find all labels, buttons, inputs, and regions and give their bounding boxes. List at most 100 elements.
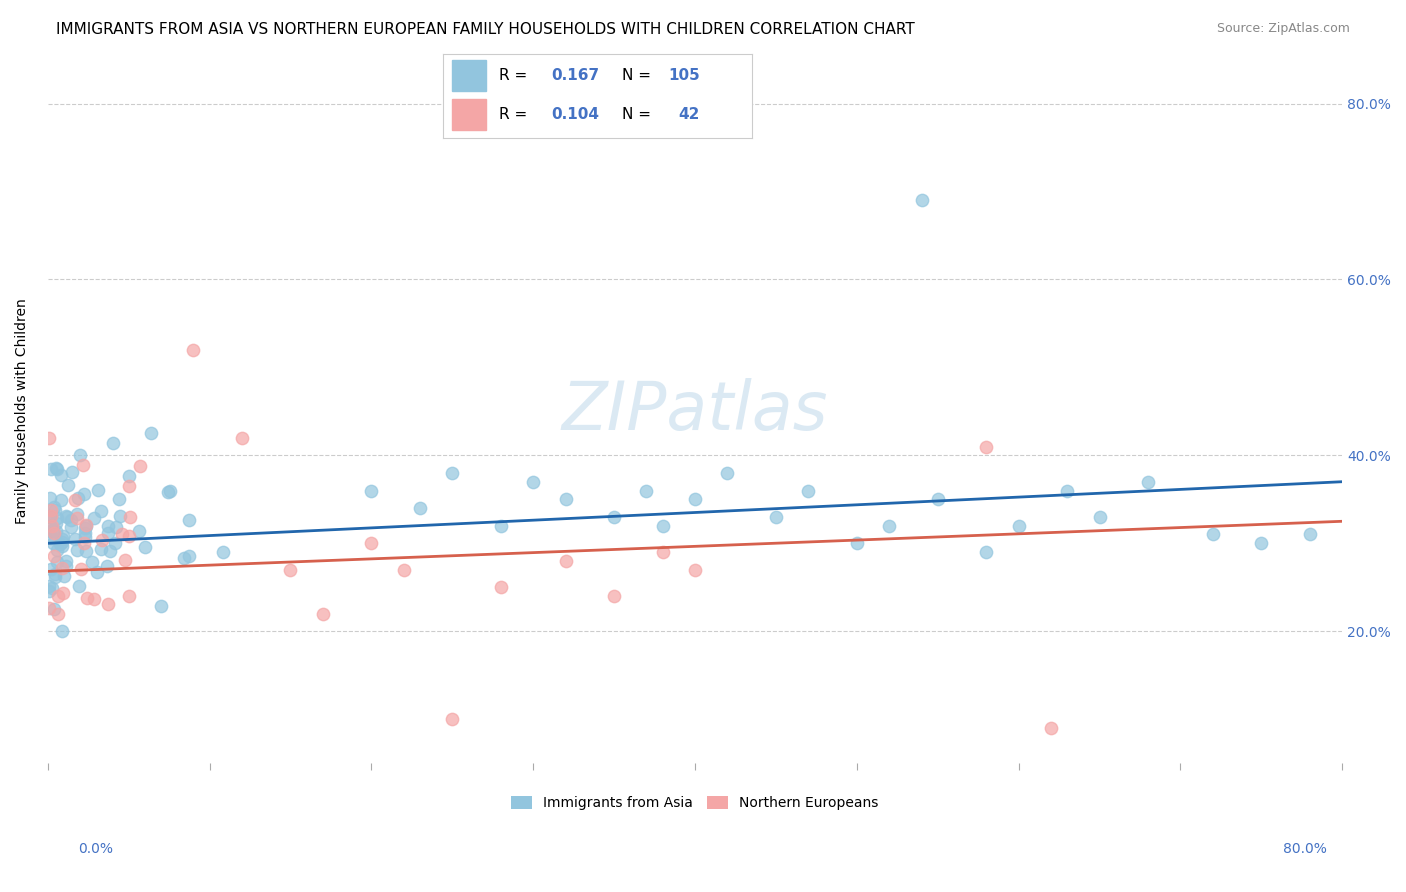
Y-axis label: Family Households with Children: Family Households with Children xyxy=(15,299,30,524)
Point xyxy=(38,431,60,445)
Point xyxy=(98,543,121,558)
Point xyxy=(41,519,63,533)
Point xyxy=(39,562,62,576)
Point xyxy=(60,465,83,479)
Text: 0.0%: 0.0% xyxy=(79,842,112,856)
Point xyxy=(683,563,706,577)
Point xyxy=(55,508,77,523)
Point xyxy=(159,484,181,499)
Point xyxy=(38,508,60,523)
Point xyxy=(128,524,150,538)
Point xyxy=(134,540,156,554)
Point xyxy=(118,479,141,493)
Point xyxy=(69,449,91,463)
Point xyxy=(1137,475,1160,489)
Point xyxy=(183,343,205,357)
Point xyxy=(55,510,77,524)
Point xyxy=(910,194,932,208)
Point xyxy=(41,531,63,545)
Point xyxy=(603,509,626,524)
Point xyxy=(716,466,738,480)
Point xyxy=(44,502,66,516)
Point xyxy=(636,483,658,498)
Point xyxy=(1056,483,1078,498)
Point xyxy=(38,601,60,615)
Point xyxy=(45,555,67,569)
Point xyxy=(52,586,75,600)
Point xyxy=(73,487,96,501)
Point xyxy=(45,543,67,558)
Point xyxy=(489,518,512,533)
Point xyxy=(97,519,120,533)
Point xyxy=(42,526,65,541)
Bar xyxy=(453,61,486,91)
Point xyxy=(39,519,62,533)
Point xyxy=(42,536,65,550)
Point xyxy=(73,521,96,535)
Point xyxy=(845,536,868,550)
Point xyxy=(38,524,60,539)
Point xyxy=(44,566,66,581)
Point xyxy=(46,589,69,603)
Point xyxy=(118,529,141,543)
Point xyxy=(51,535,73,549)
Point xyxy=(927,492,949,507)
Point xyxy=(441,712,464,726)
Point xyxy=(55,559,77,574)
Point xyxy=(179,549,201,563)
Point xyxy=(173,550,195,565)
Point xyxy=(280,563,302,577)
Point xyxy=(86,483,108,498)
Point xyxy=(39,509,62,524)
Point xyxy=(177,513,200,527)
Point xyxy=(67,578,90,592)
Point xyxy=(108,508,131,523)
Point xyxy=(73,536,96,550)
Point xyxy=(797,483,820,498)
Text: N =: N = xyxy=(623,68,657,83)
Point xyxy=(51,539,73,553)
Point xyxy=(75,519,97,533)
Bar xyxy=(453,99,486,130)
Point xyxy=(45,511,67,525)
Point xyxy=(76,591,98,605)
Point xyxy=(42,523,65,537)
Point xyxy=(212,545,235,559)
Point xyxy=(90,504,112,518)
Point xyxy=(70,562,93,576)
Point xyxy=(554,554,576,568)
Point xyxy=(128,459,150,474)
Point xyxy=(96,559,118,574)
Point xyxy=(103,436,125,450)
Point xyxy=(111,526,134,541)
Point xyxy=(974,440,997,454)
Point xyxy=(97,526,120,541)
Text: R =: R = xyxy=(499,107,531,122)
Point xyxy=(52,569,75,583)
Point xyxy=(105,520,128,534)
Point xyxy=(554,492,576,507)
Point xyxy=(52,529,75,543)
Point xyxy=(877,518,900,533)
Point xyxy=(1299,527,1322,541)
Point xyxy=(360,536,382,550)
Point xyxy=(231,431,253,445)
Point xyxy=(90,533,112,547)
Point xyxy=(46,462,69,476)
Point xyxy=(65,511,87,525)
Point xyxy=(48,607,70,621)
Point xyxy=(39,461,62,475)
Text: 0.104: 0.104 xyxy=(551,107,599,122)
Point xyxy=(39,491,62,505)
Point xyxy=(118,589,141,603)
Point xyxy=(60,513,83,527)
Point xyxy=(63,493,86,508)
Text: 42: 42 xyxy=(678,107,699,122)
Point xyxy=(104,536,127,550)
Point xyxy=(44,570,66,584)
Point xyxy=(55,554,77,568)
Text: Source: ZipAtlas.com: Source: ZipAtlas.com xyxy=(1216,22,1350,36)
Point xyxy=(56,478,79,492)
Point xyxy=(683,492,706,507)
Point xyxy=(1202,527,1225,541)
